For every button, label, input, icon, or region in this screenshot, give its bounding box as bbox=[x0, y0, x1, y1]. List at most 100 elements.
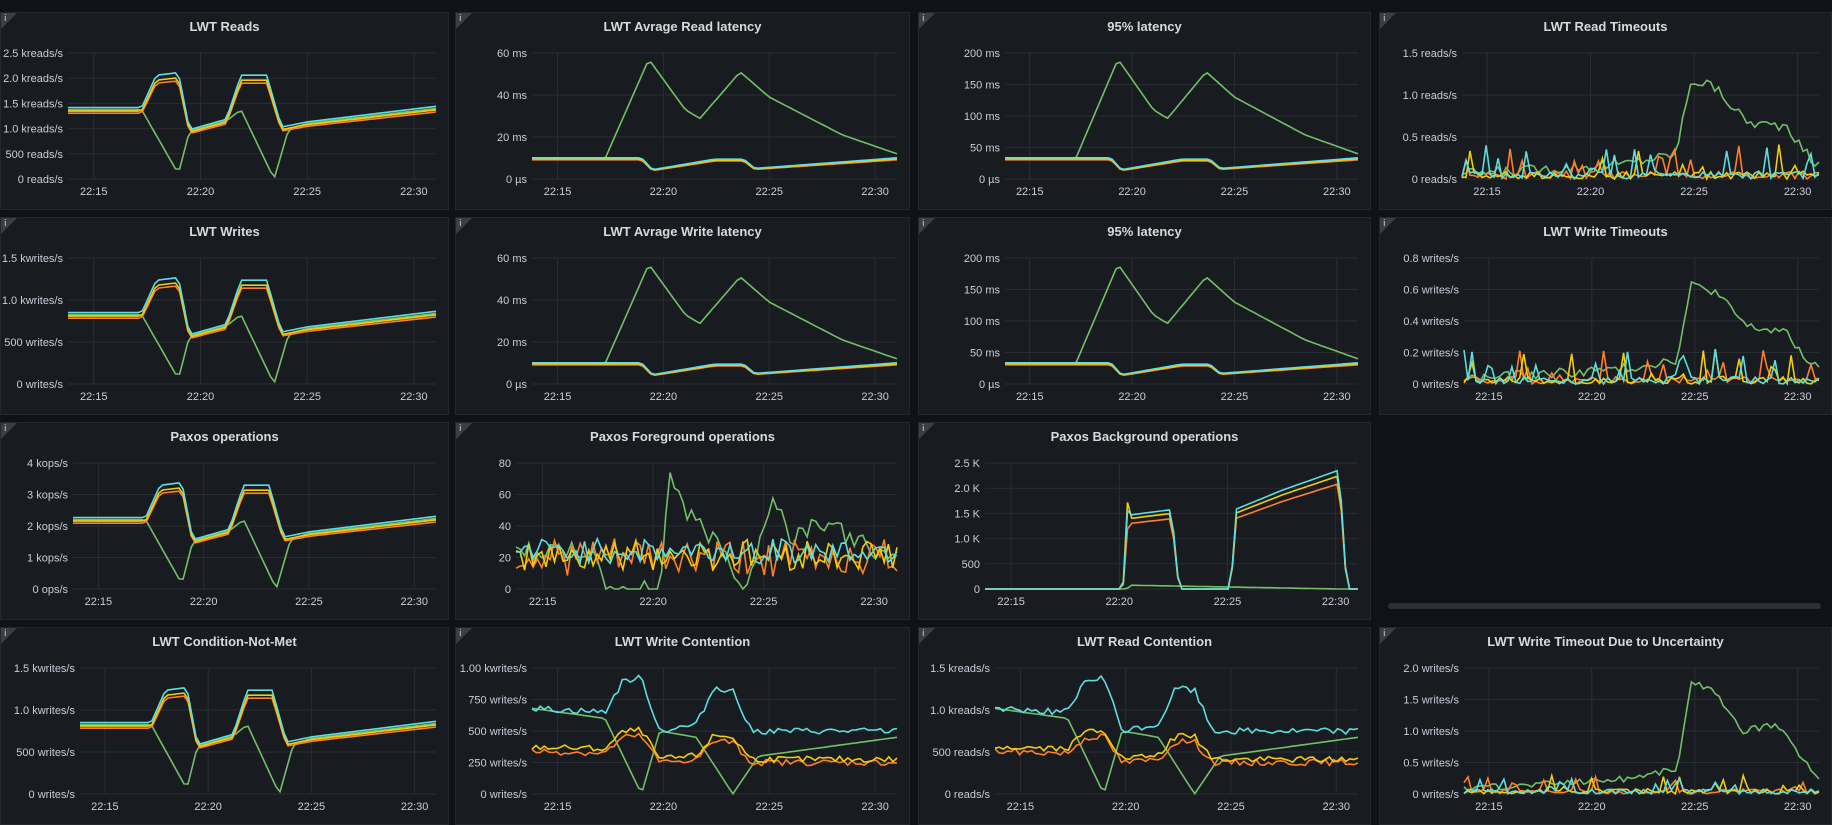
y-tick-label: 1.0 kreads/s bbox=[3, 124, 63, 136]
panel-title[interactable]: 95% latency bbox=[1107, 224, 1182, 239]
panel-title[interactable]: LWT Read Contention bbox=[1076, 634, 1213, 649]
y-tick-label: 2.0 K bbox=[954, 483, 980, 495]
x-tick-label: 22:30 bbox=[861, 801, 889, 813]
scrollbar[interactable] bbox=[1388, 603, 1821, 609]
y-tick-label: 500 writes/s bbox=[468, 726, 527, 738]
panel-13[interactable]: i LWT Write Contention 1.00 kwrites/s 750 w… bbox=[455, 627, 910, 825]
panel-chart: 4 kops/s 3 kops/s 2 kops/s 1 kops/s 0 ops/s 2… bbox=[27, 458, 437, 608]
panel-6[interactable]: i LWT Avrage Write latency 60 ms 40 ms 20 ms… bbox=[455, 217, 910, 415]
panel-title[interactable]: LWT Read Timeouts bbox=[1543, 19, 1668, 34]
panel-title[interactable]: LWT Write Timeouts bbox=[1543, 224, 1668, 239]
panel-3[interactable]: i 95% latency 200 ms 150 ms 100 ms 50 ms 0 µs 2… bbox=[918, 12, 1371, 210]
info-icon[interactable]: i bbox=[4, 219, 7, 229]
y-tick-label: 0 µs bbox=[979, 379, 1001, 391]
info-icon[interactable]: i bbox=[1383, 219, 1386, 229]
panel-chart: 2.5 K 2.0 K 1.5 K 1.0 K 500 0 22:15 22:20 22:25 2… bbox=[954, 458, 1358, 608]
series-line-green bbox=[531, 707, 898, 796]
info-icon[interactable]: i bbox=[922, 219, 925, 229]
info-icon[interactable]: i bbox=[922, 424, 925, 434]
info-icon[interactable]: i bbox=[4, 629, 7, 639]
series-line-green bbox=[73, 517, 437, 589]
x-tick-label: 22:25 bbox=[1217, 801, 1245, 813]
panel-2[interactable]: i LWT Avrage Read latency 60 ms 40 ms 20 ms 0… bbox=[455, 12, 910, 210]
panel-corner bbox=[1, 628, 17, 644]
panel-title[interactable]: LWT Write Timeout Due to Uncertainty bbox=[1487, 634, 1724, 649]
panel-12[interactable]: i LWT Condition-Not-Met 1.5 kwrites/s 1.0 k… bbox=[0, 627, 449, 825]
panel-title[interactable]: Paxos Background operations bbox=[1050, 429, 1239, 444]
panel-8[interactable]: i LWT Write Timeouts 0.8 writes/s 0.6 write… bbox=[1379, 217, 1832, 415]
panel-title[interactable]: Paxos operations bbox=[170, 429, 279, 444]
series-line-green bbox=[68, 312, 437, 384]
panel-10[interactable]: i Paxos Foreground operations 80 60 40 20 0 22:… bbox=[455, 422, 910, 620]
x-tick-label: 22:30 bbox=[861, 391, 889, 403]
panel-chart: 1.5 kwrites/s 1.0 kwrites/s 500 writes/s 0 … bbox=[2, 253, 437, 403]
panel-5[interactable]: i LWT Writes 1.5 kwrites/s 1.0 kwrites/s 500… bbox=[0, 217, 449, 415]
info-icon[interactable]: i bbox=[459, 219, 462, 229]
y-tick-label: 200 ms bbox=[964, 253, 1001, 265]
x-tick-label: 22:30 bbox=[860, 596, 888, 608]
panel-15[interactable]: i LWT Write Timeout Due to Uncertainty 2.0… bbox=[1379, 627, 1832, 825]
series-line-blue bbox=[985, 469, 1358, 590]
y-tick-label: 100 ms bbox=[964, 111, 1001, 123]
series-line-orange bbox=[68, 80, 437, 134]
panel-corner bbox=[456, 423, 472, 439]
y-tick-label: 250 writes/s bbox=[468, 758, 527, 770]
panel-chart: 1.00 kwrites/s 750 writes/s 500 writes/s 25… bbox=[460, 663, 898, 813]
y-tick-label: 1.5 K bbox=[954, 508, 980, 520]
y-tick-label: 500 writes/s bbox=[4, 337, 63, 349]
panel-title[interactable]: LWT Avrage Write latency bbox=[603, 224, 762, 239]
x-tick-label: 22:25 bbox=[1221, 186, 1249, 198]
info-icon[interactable]: i bbox=[459, 14, 462, 24]
info-icon[interactable]: i bbox=[4, 424, 7, 434]
x-tick-label: 22:20 bbox=[187, 391, 215, 403]
y-tick-label: 0 writes/s bbox=[29, 789, 76, 801]
series-line-green bbox=[532, 266, 898, 365]
info-icon[interactable]: i bbox=[922, 14, 925, 24]
panel-9[interactable]: i Paxos operations 4 kops/s 3 kops/s 2 kops/… bbox=[0, 422, 449, 620]
series-line-green bbox=[1005, 61, 1359, 160]
y-tick-label: 0.2 writes/s bbox=[1403, 348, 1459, 360]
panel-chart: 60 ms 40 ms 20 ms 0 µs 22:15 22:20 22:25 22:30 bbox=[497, 48, 898, 198]
panel-title[interactable]: LWT Reads bbox=[189, 19, 260, 34]
panel-4[interactable]: i LWT Read Timeouts 1.5 reads/s 1.0 reads/s… bbox=[1379, 12, 1832, 210]
x-tick-label: 22:30 bbox=[1784, 186, 1812, 198]
y-tick-label: 60 ms bbox=[497, 253, 527, 265]
info-icon[interactable]: i bbox=[4, 14, 7, 24]
x-tick-label: 22:20 bbox=[1578, 391, 1606, 403]
y-tick-label: 1.5 kreads/s bbox=[930, 663, 990, 675]
panel-title[interactable]: LWT Condition-Not-Met bbox=[152, 634, 297, 649]
y-tick-label: 2.0 writes/s bbox=[1403, 663, 1459, 675]
series-line-yellow bbox=[73, 487, 437, 543]
series-line-green bbox=[532, 61, 898, 160]
info-icon[interactable]: i bbox=[922, 629, 925, 639]
panel-title[interactable]: 95% latency bbox=[1107, 19, 1182, 34]
panel-chart: 60 ms 40 ms 20 ms 0 µs 22:15 22:20 22:25 22:30 bbox=[497, 253, 898, 403]
panel-1[interactable]: i LWT Reads 2.5 kreads/s 2.0 kreads/s 1.5 kr… bbox=[0, 12, 449, 210]
series-line-blue bbox=[532, 157, 898, 171]
y-tick-label: 200 ms bbox=[964, 48, 1001, 60]
panel-11[interactable]: i Paxos Background operations 2.5 K 2.0 K 1.… bbox=[918, 422, 1371, 620]
info-icon[interactable]: i bbox=[1383, 14, 1386, 24]
panel-14[interactable]: i LWT Read Contention 1.5 kreads/s 1.0 krea… bbox=[918, 627, 1371, 825]
panel-title[interactable]: LWT Avrage Read latency bbox=[603, 19, 762, 34]
series-line-orange bbox=[1463, 773, 1820, 795]
info-icon[interactable]: i bbox=[459, 629, 462, 639]
x-tick-label: 22:30 bbox=[401, 801, 429, 813]
y-tick-label: 1.5 kwrites/s bbox=[2, 253, 64, 265]
info-icon[interactable]: i bbox=[1383, 629, 1386, 639]
x-tick-label: 22:15 bbox=[529, 596, 557, 608]
panel-chart: 1.5 kwrites/s 1.0 kwrites/s 500 writes/s 0 … bbox=[14, 663, 437, 813]
info-icon[interactable]: i bbox=[459, 424, 462, 434]
series-line-blue bbox=[994, 674, 1359, 736]
panel-title[interactable]: LWT Write Contention bbox=[614, 634, 751, 649]
series-line-blue bbox=[532, 362, 898, 376]
y-tick-label: 0 writes/s bbox=[481, 789, 528, 801]
y-tick-label: 1.0 kwrites/s bbox=[2, 295, 64, 307]
panel-title[interactable]: Paxos Foreground operations bbox=[590, 429, 775, 444]
panel-title[interactable]: LWT Writes bbox=[189, 224, 260, 239]
y-tick-label: 4 kops/s bbox=[27, 458, 68, 470]
panel-7[interactable]: i 95% latency 200 ms 150 ms 100 ms 50 ms 0 µs 2… bbox=[918, 217, 1371, 415]
x-tick-label: 22:20 bbox=[187, 186, 215, 198]
y-tick-label: 0 writes/s bbox=[1413, 379, 1460, 391]
series-line-blue bbox=[1461, 145, 1820, 181]
